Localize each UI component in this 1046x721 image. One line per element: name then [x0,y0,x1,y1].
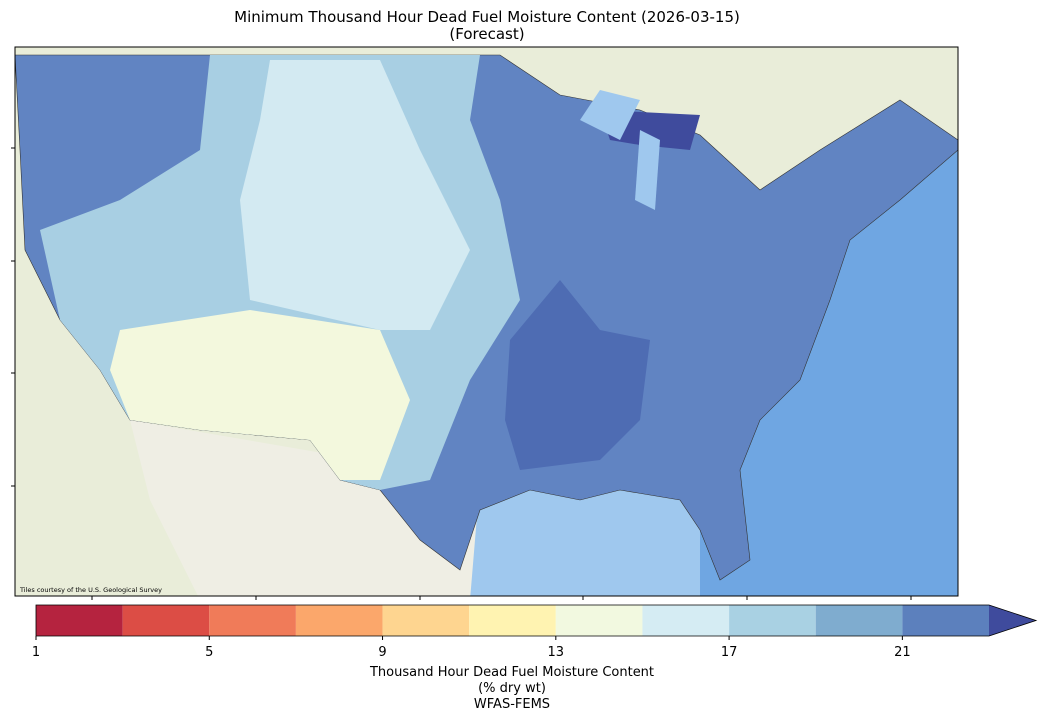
colorbar-tick-label: 9 [378,645,386,660]
colorbar-label: Thousand Hour Dead Fuel Moisture Content [369,665,654,680]
region-medium [240,60,470,330]
colorbar-segment [642,605,730,636]
region-wet [505,280,650,470]
attribution: Tiles courtesy of the U.S. Geological Su… [19,586,162,594]
map-frame [14,46,959,597]
colorbar-tick-label: 1 [32,645,40,660]
map: Tiles courtesy of the U.S. Geological Su… [11,46,959,600]
colorbar-segment [902,605,989,636]
axis-ticks [11,147,912,600]
subtitle: (Forecast) [449,25,524,43]
colorbar-outline [35,604,1038,637]
region-dry [110,310,410,480]
colorbar-segment [122,605,210,636]
colorbar-tick-label: 5 [205,645,213,660]
colorbar-segment [36,605,123,636]
colorbar-extend [989,605,1036,636]
colorbar-segment [555,605,643,636]
colorbar-segment [469,605,556,636]
colorbar-tick-label: 17 [721,645,738,660]
colorbar-label: (% dry wt) [478,681,546,696]
colorbar-tick-label: 13 [548,645,565,660]
colorbar-segment [295,605,383,636]
colorbar-segment [729,605,816,636]
colorbar-segment [382,605,470,636]
lake [580,90,640,140]
colorbar-segment [209,605,296,636]
lake [635,130,660,210]
title: Minimum Thousand Hour Dead Fuel Moisture… [234,8,740,26]
colorbar-label: WFAS-FEMS [474,697,550,712]
mexico [130,420,480,596]
colorbar-segment [815,605,903,636]
colorbar-tick-label: 21 [894,645,911,660]
colorbar: 1 5 9 13 17 21 [32,604,1038,660]
